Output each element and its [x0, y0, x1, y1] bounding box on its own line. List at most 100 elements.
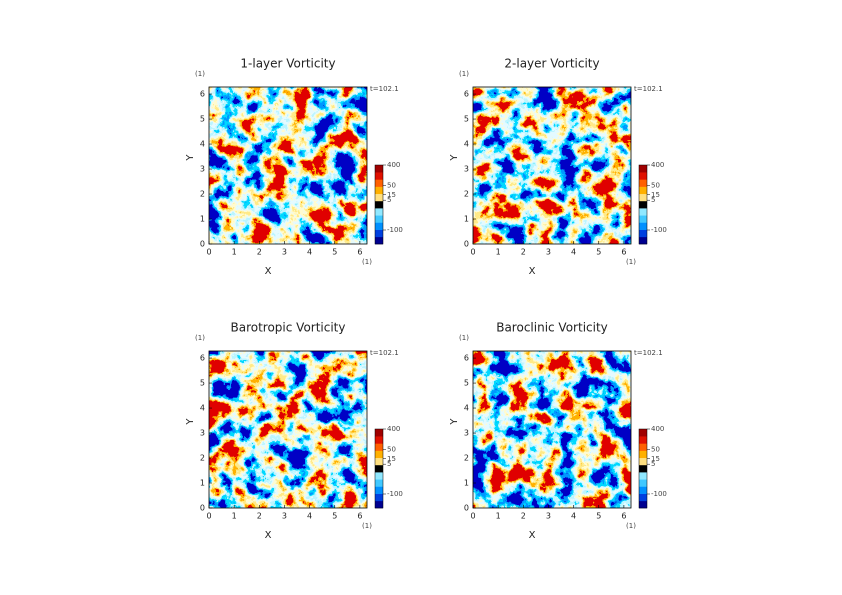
- y-tick-label: 3: [464, 165, 469, 174]
- colorbar-tick-label: -100: [651, 226, 667, 234]
- panel-title: 2-layer Vorticity: [504, 57, 599, 71]
- x-tick-label: 4: [307, 248, 312, 257]
- x-tick-label: 6: [621, 248, 626, 257]
- colorbar-band: [375, 479, 383, 487]
- y-tick-label: 4: [464, 140, 469, 149]
- y-tick-label: 3: [464, 429, 469, 438]
- colorbar-band: [375, 222, 383, 230]
- colorbar-tick-label: -100: [651, 490, 667, 498]
- colorbar-band: [375, 193, 383, 202]
- x-tick-label: 4: [571, 248, 576, 257]
- colorbar-tick-label: 5: [387, 460, 391, 468]
- colorbar-tick-label: 5: [651, 460, 655, 468]
- plot-frame: [208, 350, 368, 509]
- colorbar-band: [375, 179, 383, 187]
- x-tick-label: 6: [621, 512, 626, 521]
- colorbar-band: [639, 222, 647, 230]
- colorbar-band: [375, 215, 383, 223]
- x-tick-label: 2: [257, 248, 262, 257]
- y-axis-label: Y: [185, 418, 196, 426]
- y-tick-label: 6: [464, 90, 469, 99]
- panel-title: Barotropic Vorticity: [230, 321, 345, 335]
- y-axis-label: Y: [449, 154, 460, 162]
- x-axis-label: X: [529, 266, 536, 277]
- colorbar-tick-label: 50: [651, 445, 660, 453]
- colorbar-tick-label: 50: [387, 181, 396, 189]
- colorbar-band: [639, 472, 647, 480]
- time-label: t=102.1: [634, 85, 663, 93]
- colorbar-tick-label: 400: [387, 425, 400, 433]
- colorbar-band: [375, 186, 383, 195]
- y-tick-label: 4: [464, 404, 469, 413]
- colorbar-band: [639, 208, 647, 216]
- colorbar-band: [639, 464, 647, 473]
- panel-title: 1-layer Vorticity: [240, 57, 335, 71]
- y-tick-label: 2: [464, 190, 469, 199]
- y-unit: (1): [195, 70, 205, 78]
- colorbar-band: [639, 200, 647, 209]
- x-tick-label: 4: [307, 512, 312, 521]
- plot-frame: [472, 86, 632, 245]
- colorbar-band: [375, 457, 383, 466]
- colorbar-band: [375, 208, 383, 216]
- time-label: t=102.1: [370, 85, 399, 93]
- x-tick-label: 6: [357, 248, 362, 257]
- x-tick-label: 1: [496, 248, 501, 257]
- colorbar-frame: [374, 428, 384, 509]
- x-unit: (1): [362, 258, 372, 266]
- colorbar-tick-label: 5: [387, 196, 391, 204]
- colorbar-band: [639, 493, 647, 502]
- colorbar-band: [375, 236, 383, 245]
- colorbar-band: [375, 472, 383, 480]
- x-axis-label: X: [265, 530, 272, 541]
- x-tick-label: 0: [470, 512, 475, 521]
- colorbar-band: [639, 443, 647, 451]
- colorbar-tick-label: 15: [387, 191, 396, 199]
- x-tick-label: 1: [496, 512, 501, 521]
- y-tick-label: 1: [200, 479, 205, 488]
- y-tick-label: 5: [200, 379, 205, 388]
- x-axis-label: X: [265, 266, 272, 277]
- colorbar-tick-label: 15: [651, 455, 660, 463]
- colorbar-tick-label: 15: [651, 191, 660, 199]
- x-tick-label: 6: [357, 512, 362, 521]
- x-tick-label: 5: [332, 512, 337, 521]
- colorbar-band: [375, 464, 383, 473]
- vorticity-field: [473, 87, 631, 244]
- colorbar-tick-label: -100: [387, 226, 403, 234]
- colorbar-band: [639, 500, 647, 509]
- x-tick-label: 3: [546, 512, 551, 521]
- colorbar-band: [639, 193, 647, 202]
- colorbar-frame: [638, 428, 648, 509]
- x-tick-label: 5: [596, 248, 601, 257]
- colorbar-tick-label: 400: [651, 425, 664, 433]
- y-tick-label: 0: [464, 504, 469, 513]
- x-tick-label: 0: [206, 248, 211, 257]
- y-tick-label: 6: [200, 354, 205, 363]
- y-tick-label: 1: [464, 479, 469, 488]
- x-tick-label: 1: [232, 512, 237, 521]
- y-tick-label: 5: [200, 115, 205, 124]
- y-tick-label: 6: [464, 354, 469, 363]
- colorbar-band: [639, 486, 647, 494]
- y-tick-label: 5: [464, 115, 469, 124]
- y-unit: (1): [195, 334, 205, 342]
- x-unit: (1): [626, 522, 636, 530]
- time-label: t=102.1: [634, 349, 663, 357]
- x-tick-label: 5: [596, 512, 601, 521]
- y-tick-label: 2: [464, 454, 469, 463]
- y-tick-label: 6: [200, 90, 205, 99]
- colorbar-band: [375, 493, 383, 502]
- colorbar-band: [639, 165, 647, 173]
- x-tick-label: 3: [282, 512, 287, 521]
- y-tick-label: 0: [464, 240, 469, 249]
- colorbar-band: [639, 429, 647, 437]
- colorbar-band: [639, 436, 647, 444]
- colorbar-band: [375, 436, 383, 444]
- colorbar-tick-label: 400: [387, 161, 400, 169]
- x-tick-label: 2: [521, 512, 526, 521]
- x-tick-label: 0: [206, 512, 211, 521]
- y-tick-label: 0: [200, 504, 205, 513]
- colorbar-band: [375, 165, 383, 173]
